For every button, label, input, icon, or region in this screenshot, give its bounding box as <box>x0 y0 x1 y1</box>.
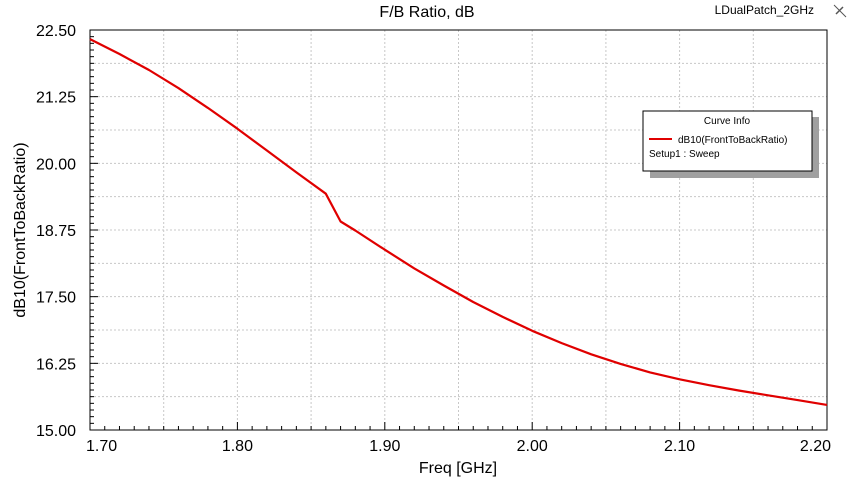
x-tick-label: 2.20 <box>800 438 831 455</box>
grid <box>90 30 827 430</box>
y-tick-label: 22.50 <box>36 23 76 40</box>
x-tick-label: 2.00 <box>517 438 548 455</box>
x-tick-label: 1.90 <box>369 438 400 455</box>
legend[interactable]: Curve Info dB10(FrontToBackRatio) Setup1… <box>642 110 819 178</box>
project-name: LDualPatch_2GHz <box>715 3 814 17</box>
x-tick-label: 2.10 <box>664 438 695 455</box>
legend-box <box>642 110 813 172</box>
y-tick-label: 17.50 <box>36 290 76 307</box>
chart-title: F/B Ratio, dB <box>379 4 474 21</box>
minor-ticks <box>89 29 828 431</box>
x-tick-label: 1.80 <box>222 438 253 455</box>
y-tick-label: 21.25 <box>36 90 76 107</box>
y-axis-label: dB10(FrontToBackRatio) <box>12 142 29 317</box>
x-axis-tick-labels: 1.70 1.80 1.90 2.00 2.10 2.20 <box>86 438 831 455</box>
y-tick-label: 20.00 <box>36 156 76 173</box>
x-tick-label: 1.70 <box>86 438 117 455</box>
pin-icon[interactable] <box>833 4 847 18</box>
legend-entry-label: dB10(FrontToBackRatio) <box>678 135 788 146</box>
series-line <box>89 38 828 406</box>
y-tick-label: 15.00 <box>36 423 76 440</box>
y-tick-label: 18.75 <box>36 223 76 240</box>
y-tick-label: 16.25 <box>36 356 76 373</box>
legend-title: Curve Info <box>704 116 751 127</box>
y-axis-tick-labels: 15.00 16.25 17.50 18.75 20.00 21.25 22.50 <box>36 23 76 440</box>
series-layer <box>89 38 828 406</box>
legend-entry-sub: Setup1 : Sweep <box>649 149 720 160</box>
x-axis-label: Freq [GHz] <box>419 460 497 477</box>
